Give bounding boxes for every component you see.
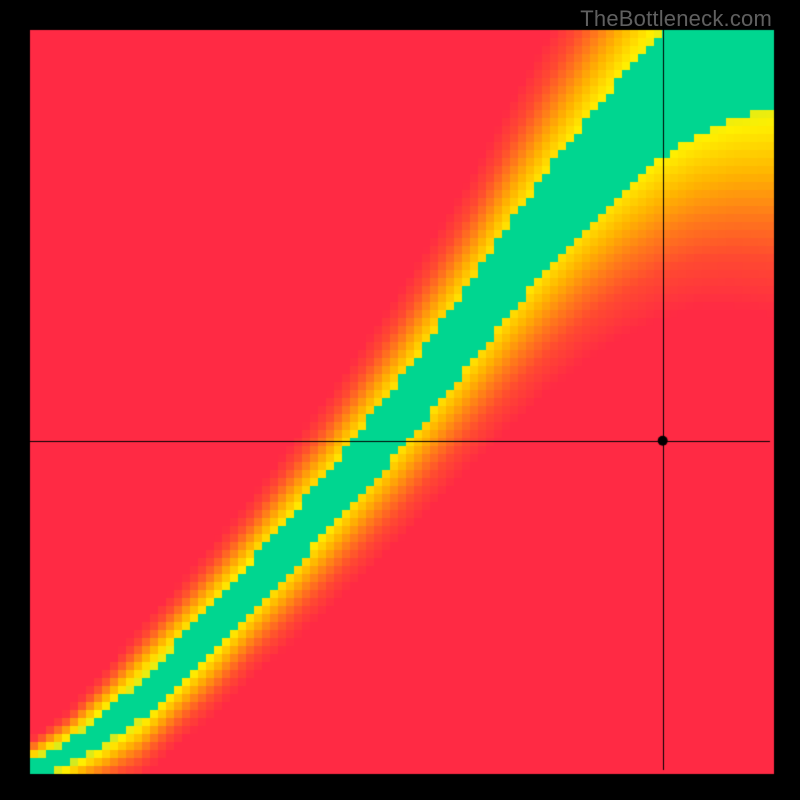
bottleneck-heatmap bbox=[0, 0, 800, 800]
watermark-text: TheBottleneck.com bbox=[580, 6, 772, 32]
chart-container: TheBottleneck.com bbox=[0, 0, 800, 800]
